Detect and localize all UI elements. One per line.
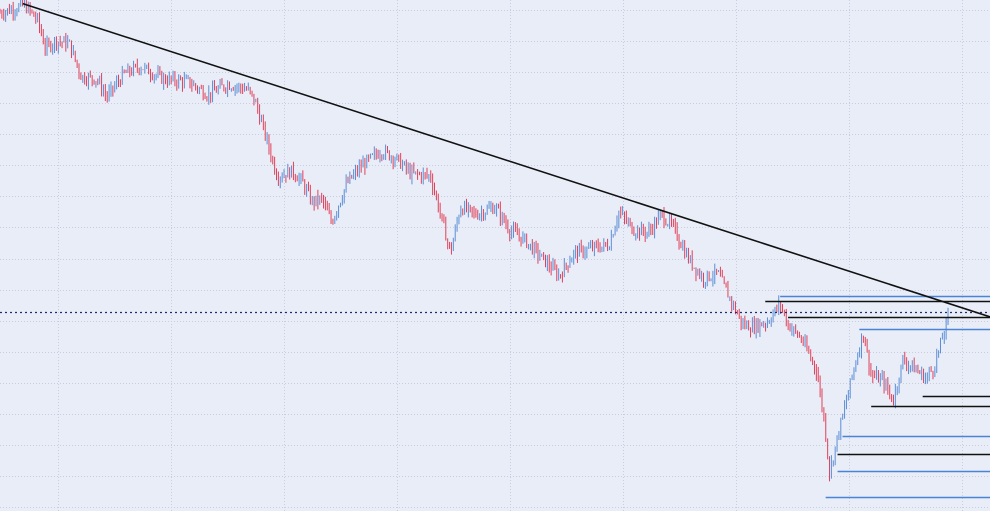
horizontal-levels[interactable] [0,295,990,499]
candles [0,0,949,482]
trendline-layer[interactable] [22,2,990,318]
trendline[interactable] [22,2,990,318]
